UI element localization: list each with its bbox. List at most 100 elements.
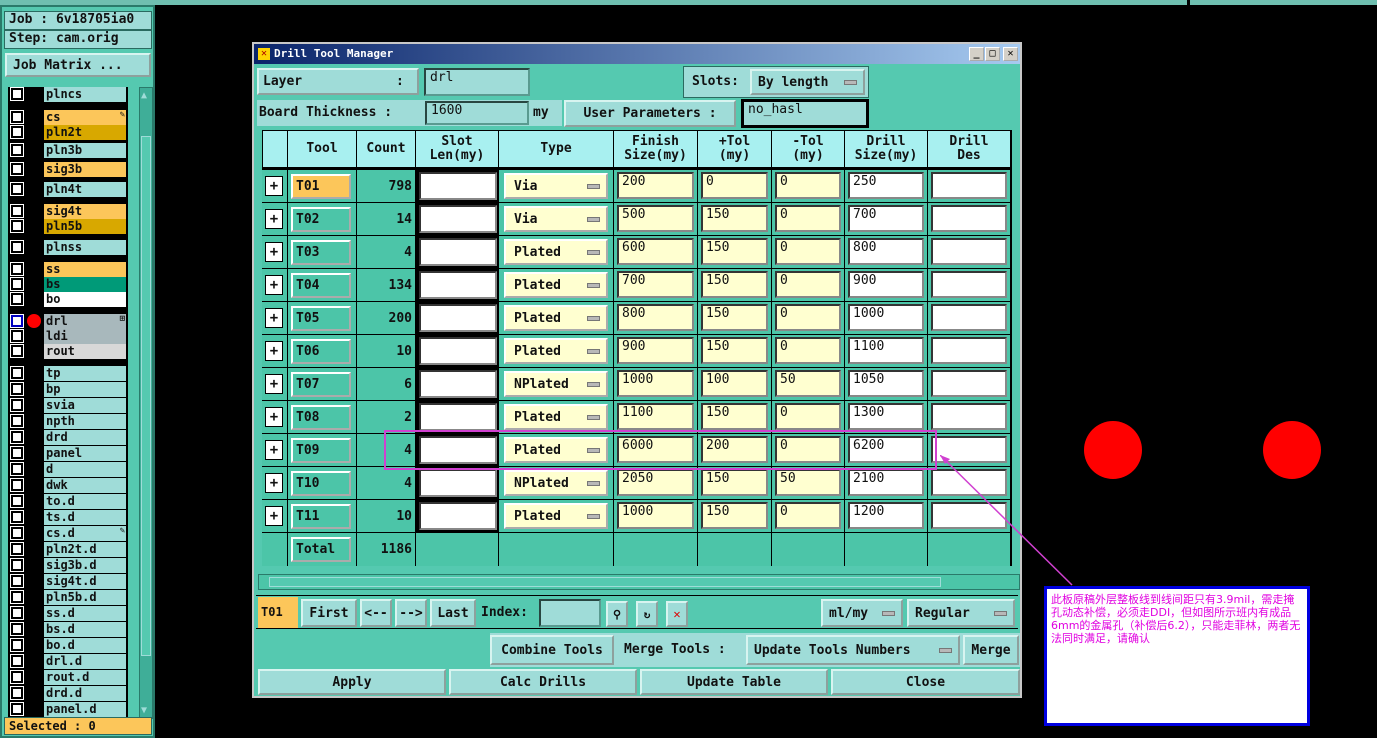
finish-size-field[interactable]: 1000 [617, 370, 694, 397]
scroll-thumb[interactable] [141, 136, 151, 656]
layer-checkbox[interactable] [10, 430, 24, 444]
finish-size-field[interactable]: 200 [617, 172, 694, 199]
drill-size-field[interactable]: 2100 [848, 469, 924, 496]
layer-row[interactable]: ss.d [8, 606, 128, 621]
layer-checkbox[interactable] [10, 622, 24, 636]
tool-button[interactable]: T05 [291, 305, 351, 331]
layer-checkbox[interactable] [10, 670, 24, 684]
plus-tol-field[interactable]: 150 [701, 502, 768, 529]
layer-row[interactable]: sig3b.d [8, 558, 128, 573]
slot-length-field[interactable] [419, 271, 497, 299]
layer-row[interactable]: sig3b [8, 162, 128, 177]
plus-tol-field[interactable]: 100 [701, 370, 768, 397]
layer-checkbox[interactable] [10, 574, 24, 588]
mode-dropdown[interactable]: Regular [907, 599, 1015, 627]
expand-button[interactable]: + [262, 203, 287, 235]
layer-row[interactable]: pln3b [8, 143, 128, 158]
scroll-down-icon[interactable]: ▼ [141, 705, 148, 716]
drill-size-field[interactable]: 1050 [848, 370, 924, 397]
layer-checkbox[interactable] [10, 366, 24, 380]
slot-length-field[interactable] [419, 469, 497, 497]
plus-tol-field[interactable]: 150 [701, 337, 768, 364]
drill-size-field[interactable]: 1200 [848, 502, 924, 529]
layer-row[interactable]: sig4t [8, 204, 128, 219]
plus-tol-field[interactable]: 200 [701, 436, 768, 463]
slot-length-field[interactable] [419, 304, 497, 332]
merge-button[interactable]: Merge [963, 635, 1019, 665]
tool-cell[interactable]: T05 [288, 302, 356, 334]
tool-cell[interactable]: T01 [288, 170, 356, 202]
layer-checkbox[interactable] [10, 526, 24, 540]
units-dropdown[interactable]: ml/my [821, 599, 903, 627]
expand-button[interactable]: + [262, 170, 287, 202]
layer-row[interactable]: dwk [8, 478, 128, 493]
tool-button[interactable]: T04 [291, 272, 351, 298]
slot-length-field[interactable] [419, 436, 497, 464]
finish-size-field[interactable]: 900 [617, 337, 694, 364]
slot-length-field[interactable] [419, 205, 497, 233]
drill-des-field[interactable] [931, 205, 1007, 232]
tool-cell[interactable]: T02 [288, 203, 356, 235]
tool-cell[interactable]: T09 [288, 434, 356, 466]
layer-row[interactable]: npth [8, 414, 128, 429]
layer-checkbox[interactable] [10, 219, 24, 233]
delete-icon[interactable]: ✕ [666, 601, 688, 627]
finish-size-field[interactable]: 6000 [617, 436, 694, 463]
minus-tol-field[interactable]: 0 [775, 172, 841, 199]
drill-des-field[interactable] [931, 337, 1007, 364]
type-dropdown[interactable]: Plated [504, 338, 608, 364]
drill-des-field[interactable] [931, 271, 1007, 298]
layer-checkbox[interactable] [10, 262, 24, 276]
close-button[interactable]: Close [831, 669, 1020, 695]
layer-checkbox[interactable] [10, 654, 24, 668]
minus-tol-field[interactable]: 0 [775, 304, 841, 331]
layer-checkbox[interactable] [10, 204, 24, 218]
layer-checkbox[interactable] [10, 590, 24, 604]
type-dropdown[interactable]: Plated [504, 437, 608, 463]
layer-row[interactable]: bo [8, 292, 128, 307]
combine-tools-button[interactable]: Combine Tools [490, 635, 614, 665]
drill-size-field[interactable]: 1000 [848, 304, 924, 331]
layer-checkbox[interactable] [10, 382, 24, 396]
type-dropdown[interactable]: NPlated [504, 371, 608, 397]
tool-button[interactable]: T03 [291, 239, 351, 265]
horizontal-scrollbar[interactable] [258, 574, 1020, 590]
layer-checkbox[interactable] [10, 414, 24, 428]
layer-checkbox[interactable] [10, 314, 24, 328]
layer-checkbox[interactable] [10, 462, 24, 476]
tool-button[interactable]: T10 [291, 470, 351, 496]
plus-tol-field[interactable]: 150 [701, 205, 768, 232]
minus-tol-field[interactable]: 0 [775, 436, 841, 463]
expand-button[interactable]: + [262, 236, 287, 268]
layer-row[interactable]: drl ⊞ [8, 314, 128, 329]
expand-button[interactable]: + [262, 302, 287, 334]
expand-button[interactable]: + [262, 434, 287, 466]
layer-row[interactable]: drd [8, 430, 128, 445]
slot-length-field[interactable] [419, 238, 497, 266]
layer-row[interactable]: pln5b.d [8, 590, 128, 605]
user-parameters-button[interactable]: User Parameters : [564, 100, 736, 127]
layer-checkbox[interactable] [10, 446, 24, 460]
tool-cell[interactable]: T07 [288, 368, 356, 400]
layer-checkbox[interactable] [10, 182, 24, 196]
type-dropdown[interactable]: NPlated [504, 470, 608, 496]
slots-dropdown[interactable]: By length [750, 69, 865, 95]
layer-checkbox[interactable] [10, 240, 24, 254]
search-icon[interactable]: ⚲ [606, 601, 628, 627]
next-button[interactable]: --> [395, 599, 427, 627]
tool-button[interactable]: T06 [291, 338, 351, 364]
plus-tol-field[interactable]: 0 [701, 172, 768, 199]
layer-row[interactable]: svia [8, 398, 128, 413]
layer-row[interactable]: to.d [8, 494, 128, 509]
apply-button[interactable]: Apply [258, 669, 446, 695]
layer-row[interactable]: rout.d [8, 670, 128, 685]
expand-button[interactable]: + [262, 368, 287, 400]
layer-checkbox[interactable] [10, 143, 24, 157]
layer-checkbox[interactable] [10, 329, 24, 343]
minus-tol-field[interactable]: 0 [775, 205, 841, 232]
layer-field[interactable]: drl [424, 68, 530, 96]
job-matrix-button[interactable]: Job Matrix ... [5, 53, 151, 77]
layer-row[interactable]: drl.d [8, 654, 128, 669]
layer-row[interactable]: bs [8, 277, 128, 292]
layer-checkbox[interactable] [10, 702, 24, 716]
